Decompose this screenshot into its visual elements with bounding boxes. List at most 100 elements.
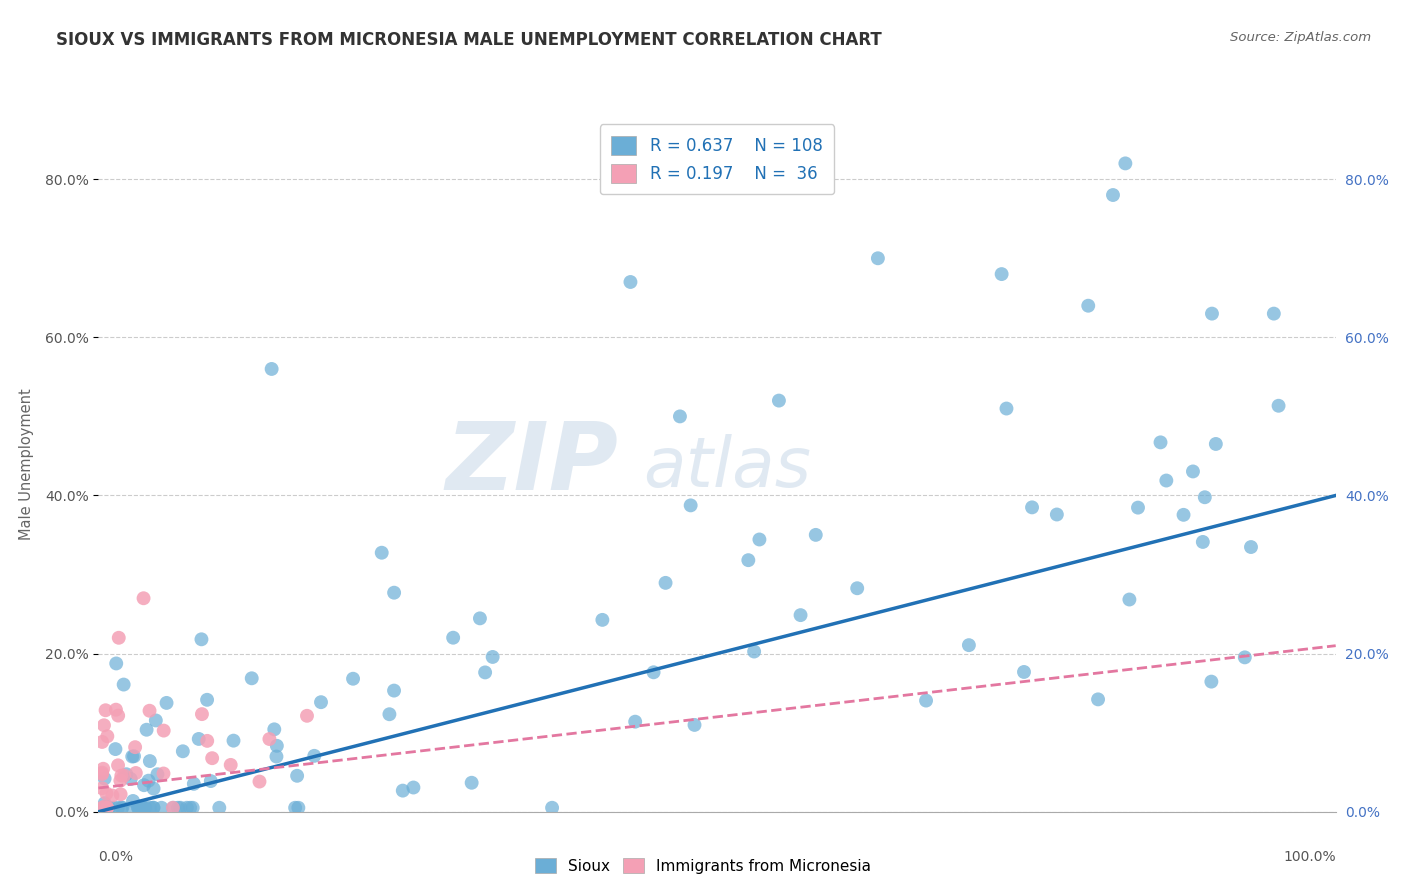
Point bbox=[260, 362, 283, 376]
Point bbox=[142, 781, 165, 796]
Point bbox=[1173, 508, 1195, 522]
Point bbox=[150, 801, 173, 815]
Point bbox=[139, 801, 162, 815]
Point bbox=[1087, 692, 1109, 706]
Point bbox=[287, 801, 309, 815]
Point bbox=[460, 776, 482, 790]
Text: 0.0%: 0.0% bbox=[98, 850, 134, 864]
Point bbox=[474, 665, 496, 680]
Point bbox=[1077, 299, 1099, 313]
Point bbox=[162, 801, 184, 815]
Text: 100.0%: 100.0% bbox=[1284, 850, 1336, 864]
Point bbox=[191, 707, 214, 722]
Point bbox=[127, 801, 149, 815]
Point bbox=[112, 768, 135, 782]
Text: atlas: atlas bbox=[643, 434, 811, 500]
Point bbox=[619, 275, 641, 289]
Point bbox=[146, 767, 169, 781]
Point bbox=[129, 801, 152, 815]
Point bbox=[132, 778, 155, 792]
Point bbox=[1156, 474, 1178, 488]
Point bbox=[378, 707, 401, 722]
Point bbox=[654, 575, 676, 590]
Point bbox=[93, 801, 115, 815]
Point bbox=[94, 703, 117, 717]
Point bbox=[481, 649, 503, 664]
Point bbox=[125, 766, 148, 780]
Point bbox=[195, 734, 218, 748]
Point bbox=[402, 780, 425, 795]
Point bbox=[748, 533, 770, 547]
Point bbox=[138, 704, 160, 718]
Point bbox=[138, 773, 160, 788]
Point bbox=[1201, 674, 1223, 689]
Text: ZIP: ZIP bbox=[446, 417, 619, 510]
Point bbox=[112, 677, 135, 691]
Point bbox=[179, 801, 201, 815]
Point bbox=[304, 748, 326, 763]
Point bbox=[201, 751, 224, 765]
Point bbox=[152, 766, 174, 780]
Point bbox=[249, 774, 271, 789]
Point bbox=[1149, 435, 1171, 450]
Point bbox=[263, 723, 285, 737]
Point bbox=[342, 672, 364, 686]
Point bbox=[866, 252, 889, 266]
Point bbox=[669, 409, 692, 424]
Point bbox=[142, 801, 165, 815]
Point bbox=[219, 758, 242, 772]
Point bbox=[105, 657, 128, 671]
Point bbox=[93, 772, 115, 786]
Point bbox=[111, 801, 134, 815]
Point bbox=[200, 774, 222, 789]
Point bbox=[259, 732, 281, 747]
Point bbox=[222, 733, 245, 747]
Point bbox=[107, 708, 129, 723]
Point bbox=[122, 794, 145, 808]
Point bbox=[101, 789, 124, 803]
Point bbox=[115, 767, 138, 781]
Point bbox=[93, 801, 115, 815]
Point bbox=[266, 739, 288, 753]
Point bbox=[1263, 307, 1285, 321]
Point bbox=[1126, 500, 1149, 515]
Point bbox=[789, 608, 811, 623]
Point bbox=[172, 744, 194, 758]
Legend: R = 0.637    N = 108, R = 0.197    N =  36: R = 0.637 N = 108, R = 0.197 N = 36 bbox=[600, 124, 834, 194]
Point bbox=[1114, 156, 1136, 170]
Point bbox=[91, 735, 114, 749]
Point bbox=[990, 267, 1012, 281]
Point bbox=[110, 787, 132, 801]
Point bbox=[121, 801, 143, 815]
Point bbox=[96, 801, 118, 815]
Point bbox=[284, 801, 307, 815]
Point bbox=[624, 714, 647, 729]
Point bbox=[679, 499, 702, 513]
Point bbox=[190, 632, 212, 647]
Point bbox=[110, 773, 132, 788]
Point bbox=[104, 703, 127, 717]
Point bbox=[176, 801, 198, 815]
Point bbox=[768, 393, 790, 408]
Point bbox=[110, 768, 132, 782]
Legend: Sioux, Immigrants from Micronesia: Sioux, Immigrants from Micronesia bbox=[529, 852, 877, 880]
Point bbox=[240, 671, 263, 685]
Point bbox=[541, 801, 564, 815]
Point bbox=[142, 801, 165, 815]
Point bbox=[132, 591, 155, 606]
Point bbox=[96, 801, 118, 815]
Point bbox=[98, 801, 121, 815]
Point bbox=[91, 781, 114, 796]
Point bbox=[1240, 540, 1263, 554]
Point bbox=[187, 731, 209, 746]
Point bbox=[643, 665, 665, 680]
Point bbox=[111, 801, 134, 815]
Point bbox=[195, 693, 218, 707]
Point bbox=[155, 696, 177, 710]
Point bbox=[128, 801, 150, 815]
Point bbox=[285, 769, 308, 783]
Point bbox=[1181, 465, 1204, 479]
Point bbox=[127, 801, 149, 815]
Point bbox=[122, 749, 145, 764]
Point bbox=[391, 783, 413, 797]
